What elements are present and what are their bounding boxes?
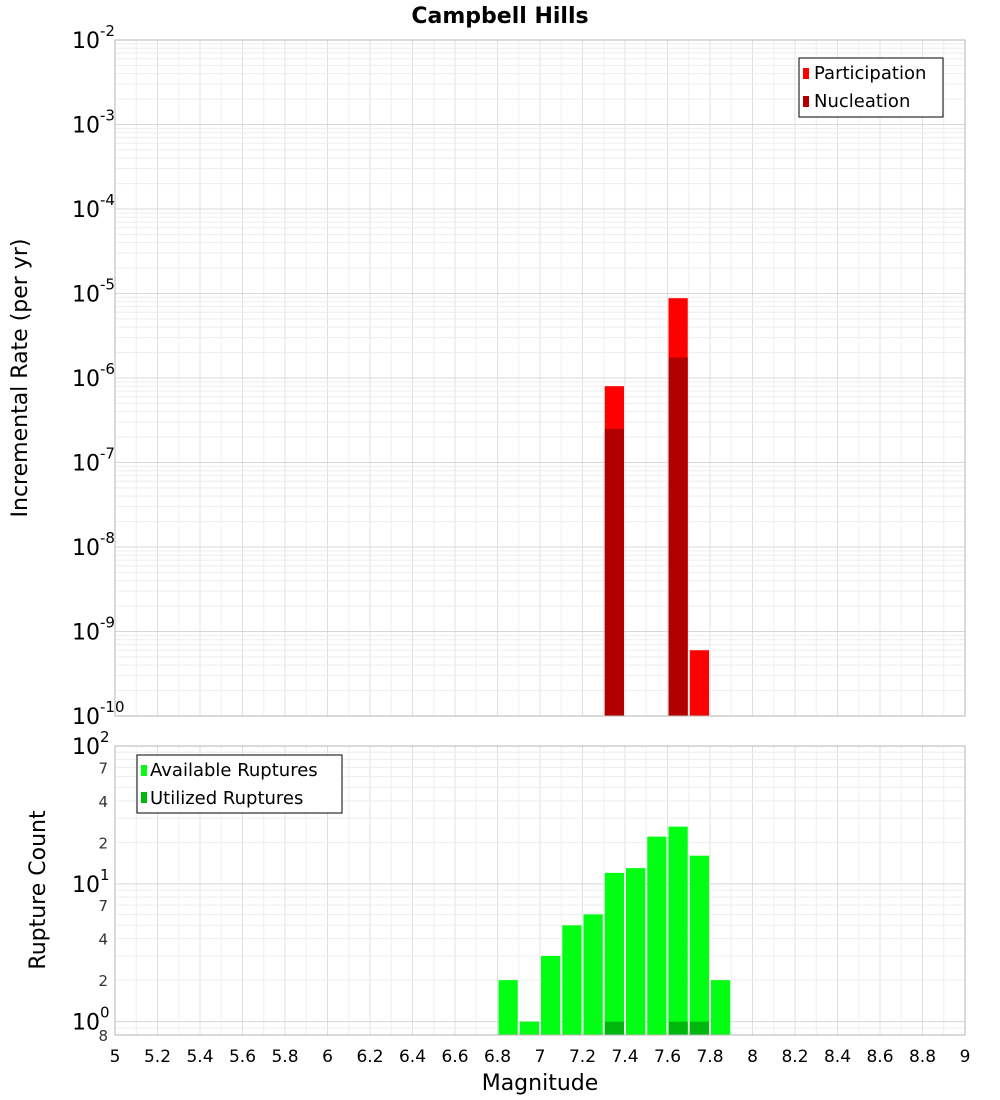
x-tick-label: 7.6 — [654, 1047, 681, 1067]
bottom-legend: Available Ruptures Utilized Ruptures — [136, 754, 343, 814]
legend-label-available: Available Ruptures — [150, 760, 318, 781]
top-bar-participation — [689, 650, 709, 716]
bottom-bar-available-ruptures — [711, 980, 731, 1035]
bottom-bar-utilized-ruptures — [689, 1021, 709, 1035]
x-tick-label: 7.2 — [569, 1047, 596, 1067]
top-y-tick-label: 10-8 — [72, 529, 115, 561]
x-tick-label: 6.8 — [484, 1047, 511, 1067]
x-tick-label: 6.6 — [441, 1047, 468, 1067]
x-tick-label: 8.2 — [781, 1047, 808, 1067]
top-bar-nucleation — [604, 428, 624, 716]
bottom-plot-frame — [114, 745, 966, 1036]
bottom-y-minor-tick-label: 2 — [98, 972, 108, 990]
top-y-tick-label: 10-2 — [72, 22, 115, 54]
bottom-bar-available-ruptures — [498, 980, 518, 1035]
top-plot-frame — [114, 39, 966, 717]
chart-title: Campbell Hills — [411, 4, 588, 29]
legend-swatch-available — [141, 765, 147, 776]
top-y-tick-label: 10-5 — [72, 276, 115, 308]
top-bar-nucleation — [668, 357, 688, 716]
top-grid — [114, 40, 966, 717]
legend-label-utilized: Utilized Ruptures — [150, 788, 303, 809]
top-y-tick-label: 10-7 — [72, 445, 115, 477]
top-legend: Participation Nucleation — [798, 57, 944, 118]
x-tick-label: 7 — [535, 1047, 546, 1067]
x-tick-label: 9 — [960, 1047, 971, 1067]
x-tick-labels: 5 5.2 5.4 5.6 5.8 6 6.2 6.4 6.6 6.8 7 7.2 7.4 7.6 7.8 8… — [110, 1047, 971, 1067]
x-tick-label: 6.4 — [399, 1047, 426, 1067]
x-tick-label: 5.4 — [186, 1047, 213, 1067]
bottom-bar-available-ruptures — [519, 1021, 539, 1035]
legend-swatch-nucleation — [803, 96, 809, 107]
x-tick-label: 7.4 — [611, 1047, 638, 1067]
x-tick-label: 5.2 — [144, 1047, 171, 1067]
top-y-tick-label: 10-3 — [72, 107, 115, 139]
top-bars — [604, 298, 709, 716]
top-y-tick-label: 10-6 — [72, 360, 115, 392]
top-y-tick-labels: 10-10 10-9 10-8 10-7 10-6 10-5 10-4 10-3 10-2 — [72, 22, 125, 730]
legend-label-participation: Participation — [814, 63, 926, 84]
x-tick-label: 6.2 — [356, 1047, 383, 1067]
x-tick-label: 6 — [322, 1047, 333, 1067]
bottom-y-minor-tick-label: 4 — [98, 793, 108, 811]
bottom-y-minor-tick-label: 4 — [98, 931, 108, 949]
bottom-bar-available-ruptures — [604, 872, 624, 1035]
top-y-axis-label: Incremental Rate (per yr) — [8, 239, 33, 518]
legend-swatch-participation — [803, 68, 809, 79]
bottom-bar-available-ruptures — [583, 914, 603, 1035]
bottom-bar-available-ruptures — [562, 925, 582, 1035]
legend-label-nucleation: Nucleation — [814, 91, 910, 112]
x-axis-label: Magnitude — [482, 1071, 599, 1096]
bottom-bar-available-ruptures — [689, 855, 709, 1035]
legend-swatch-utilized — [141, 792, 147, 803]
bottom-legend-box — [136, 754, 343, 814]
top-y-tick-label: 10-9 — [72, 614, 115, 646]
x-tick-label: 8 — [747, 1047, 758, 1067]
bottom-y-tick-labels: 100 101 102 8 2 4 7 2 4 7 — [72, 728, 110, 1045]
bottom-bar-available-ruptures — [626, 868, 646, 1035]
bottom-bar-available-ruptures — [668, 826, 688, 1035]
top-y-tick-label: 10-10 — [72, 698, 125, 730]
bottom-y-tick-label: 101 — [72, 866, 110, 898]
x-tick-label: 7.8 — [696, 1047, 723, 1067]
top-y-tick-label: 10-4 — [72, 191, 115, 223]
top-legend-box — [798, 57, 944, 118]
bottom-y-tick-label: 100 — [72, 1004, 110, 1036]
bottom-bar-available-ruptures — [647, 836, 667, 1035]
x-tick-label: 8.6 — [866, 1047, 893, 1067]
top-panel: 10-10 10-9 10-8 10-7 10-6 10-5 10-4 10-3 10-2 In… — [8, 22, 966, 730]
x-tick-label: 5 — [110, 1047, 121, 1067]
x-tick-label: 8.8 — [909, 1047, 936, 1067]
x-tick-label: 8.4 — [824, 1047, 851, 1067]
bottom-y-minor-tick-label: 2 — [98, 834, 108, 852]
bottom-bars — [498, 826, 731, 1035]
bottom-y-axis-label: Rupture Count — [26, 810, 51, 970]
x-tick-label: 5.8 — [271, 1047, 298, 1067]
bottom-y-tick-label: 102 — [72, 728, 110, 760]
x-tick-label: 5.6 — [229, 1047, 256, 1067]
bottom-bar-available-ruptures — [541, 955, 561, 1035]
bottom-y-minor-tick-label: 7 — [98, 759, 108, 777]
bottom-y-minor-tick-label: 8 — [98, 1027, 108, 1045]
bottom-bar-utilized-ruptures — [668, 1021, 688, 1035]
bottom-panel: 100 101 102 8 2 4 7 2 4 7 Rupture Count Available… — [26, 728, 970, 1096]
bottom-bar-utilized-ruptures — [604, 1021, 624, 1035]
bottom-y-minor-tick-label: 7 — [98, 897, 108, 915]
